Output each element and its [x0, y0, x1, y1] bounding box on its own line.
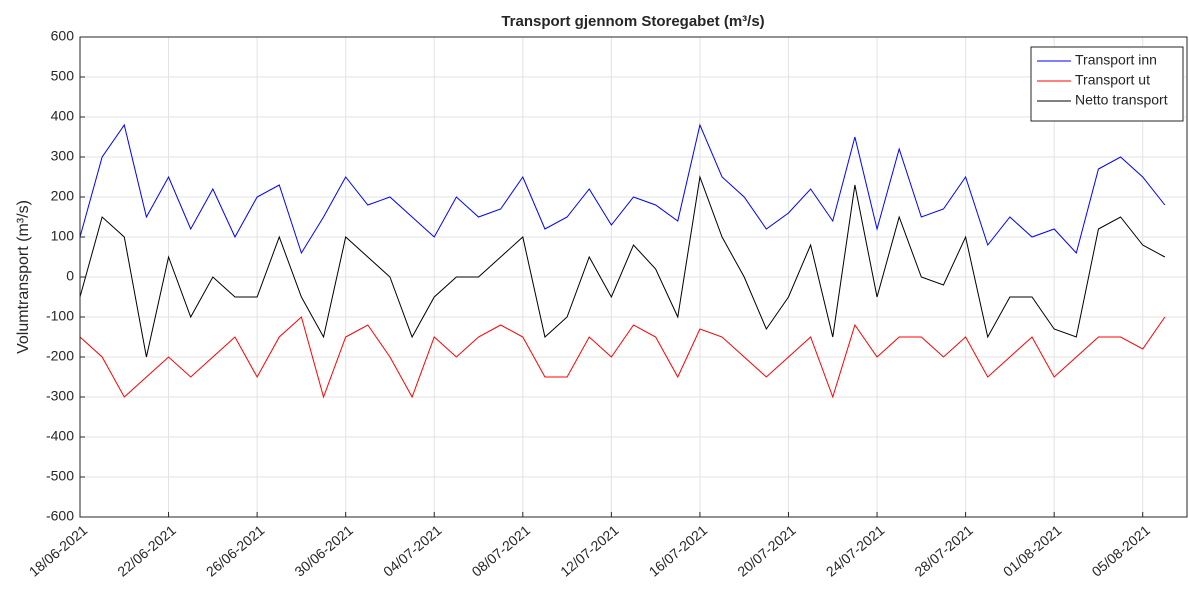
y-tick-label: 100 — [51, 228, 75, 244]
y-tick-label: 600 — [51, 28, 75, 44]
legend-label: Transport ut — [1075, 72, 1150, 88]
y-tick-label: 400 — [51, 108, 75, 124]
legend-label: Transport inn — [1075, 52, 1157, 68]
y-axis-label: Volumtransport (m³/s) — [15, 200, 32, 354]
series-line — [79, 175, 1166, 358]
y-tick-label: 0 — [66, 268, 74, 284]
legend-label: Netto transport — [1075, 92, 1168, 108]
y-tick-label: -100 — [46, 308, 74, 324]
y-tick-label: -500 — [46, 468, 74, 484]
y-tick-label: 500 — [51, 68, 75, 84]
x-tick-label: 20/07-2021 — [734, 522, 799, 580]
x-tick-label: 08/07-2021 — [469, 522, 534, 580]
legend-box — [1030, 46, 1184, 122]
y-tick-label: -200 — [46, 348, 74, 364]
x-tick-label: 24/07-2021 — [823, 522, 888, 580]
x-tick-label: 22/06-2021 — [114, 522, 179, 580]
x-tick-label: 12/07-2021 — [557, 522, 622, 580]
series-line — [79, 316, 1166, 399]
y-tick-label: -300 — [46, 388, 74, 404]
x-tick-label: 16/07-2021 — [646, 522, 711, 580]
y-tick-label: -600 — [46, 508, 74, 524]
x-tick-label: 01/08-2021 — [1000, 522, 1065, 580]
legend: Transport inn Transport ut Netto transport — [1030, 46, 1184, 122]
x-tick-label: 04/07-2021 — [380, 522, 445, 580]
series-line — [79, 123, 1166, 255]
plot-frame — [79, 36, 1188, 518]
x-tick-label: 26/06-2021 — [203, 522, 268, 580]
chart-title: Transport gjennom Storegabet (m³/s) — [501, 13, 764, 30]
y-tick-label: 300 — [51, 148, 75, 164]
x-tick-label: 28/07-2021 — [911, 522, 976, 580]
y-tick-label: 200 — [51, 188, 75, 204]
x-tick-label: 05/08-2021 — [1088, 522, 1153, 580]
y-tick-label: -400 — [46, 428, 74, 444]
x-tick-label: 18/06-2021 — [26, 522, 91, 580]
x-tick-label: 30/06-2021 — [291, 522, 356, 580]
